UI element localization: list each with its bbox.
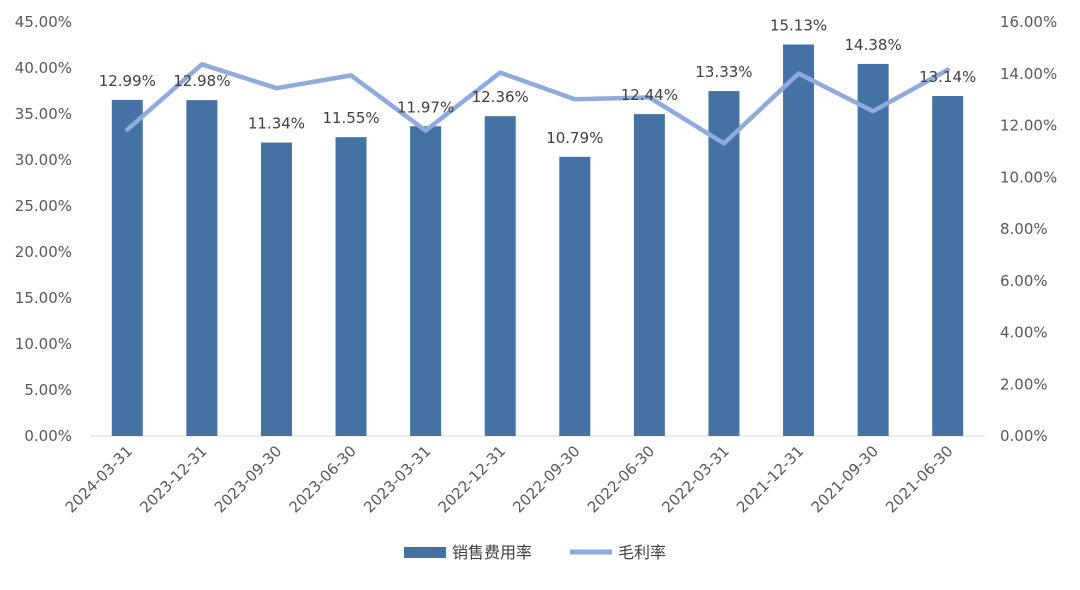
x-tick-label: 2023-09-30 (211, 442, 285, 516)
bar-data-label: 14.38% (845, 36, 902, 54)
legend-label-line: 毛利率 (618, 543, 666, 562)
left-y-tick-label: 5.00% (24, 381, 72, 399)
x-tick-label: 2023-03-31 (360, 442, 434, 516)
bar (559, 157, 590, 436)
left-y-tick-label: 10.00% (15, 335, 72, 353)
x-tick-label: 2022-03-31 (658, 442, 732, 516)
x-tick-label: 2023-06-30 (285, 442, 359, 516)
legend-swatch-bar (404, 547, 446, 558)
bar (261, 143, 292, 436)
right-y-tick-label: 16.00% (1000, 13, 1057, 31)
bar-data-label: 13.33% (695, 63, 752, 81)
x-tick-label: 2021-09-30 (808, 442, 882, 516)
data-labels: 12.99% 12.98% 11.34% 11.55% 11.97% 12.36% 10.7… (99, 17, 977, 147)
bar (485, 116, 516, 436)
bar-series (112, 45, 963, 436)
left-y-tick-label: 30.00% (15, 151, 72, 169)
bar-data-label: 12.44% (621, 86, 678, 104)
bar (186, 100, 217, 436)
bar-data-label: 11.34% (248, 115, 305, 133)
x-tick-label: 2021-12-31 (733, 442, 807, 516)
bar (858, 64, 889, 436)
bar (634, 114, 665, 436)
right-y-axis: 0.00% 2.00% 4.00% 6.00% 8.00% 10.00% 12.00% 14.… (1000, 13, 1057, 445)
right-y-tick-label: 12.00% (1000, 117, 1057, 135)
legend: 销售费用率 毛利率 (404, 543, 666, 562)
x-tick-label: 2022-06-30 (584, 442, 658, 516)
right-y-tick-label: 0.00% (1000, 427, 1048, 445)
left-y-tick-label: 15.00% (15, 289, 72, 307)
bar-data-label: 10.79% (546, 129, 603, 147)
left-y-tick-label: 45.00% (15, 13, 72, 31)
right-y-tick-label: 14.00% (1000, 65, 1057, 83)
right-y-tick-label: 10.00% (1000, 168, 1057, 186)
left-y-tick-label: 0.00% (24, 427, 72, 445)
left-y-axis: 0.00% 5.00% 10.00% 15.00% 20.00% 25.00% 30.00%… (15, 13, 72, 445)
x-tick-label: 2023-12-31 (136, 442, 210, 516)
left-y-tick-label: 40.00% (15, 59, 72, 77)
bar-data-label: 12.99% (99, 72, 156, 90)
bar (932, 96, 963, 436)
right-y-tick-label: 2.00% (1000, 375, 1048, 393)
bar-data-label: 11.97% (397, 98, 454, 116)
bar (410, 126, 441, 436)
right-y-tick-label: 8.00% (1000, 220, 1048, 238)
x-tick-label: 2021-06-30 (882, 442, 956, 516)
left-y-tick-label: 35.00% (15, 105, 72, 123)
left-y-tick-label: 25.00% (15, 197, 72, 215)
legend-label-bar: 销售费用率 (452, 543, 532, 562)
bar-data-label: 12.98% (173, 72, 230, 90)
bar (336, 137, 367, 436)
bar-data-label: 12.36% (472, 88, 529, 106)
right-y-tick-label: 4.00% (1000, 324, 1048, 342)
x-tick-label: 2024-03-31 (62, 442, 136, 516)
bar (783, 45, 814, 436)
bar-data-label: 11.55% (322, 109, 379, 127)
x-tick-label: 2022-12-31 (435, 442, 509, 516)
x-tick-label: 2022-09-30 (509, 442, 583, 516)
bar-data-label: 15.13% (770, 17, 827, 35)
bar (112, 100, 143, 436)
right-y-tick-label: 6.00% (1000, 272, 1048, 290)
bar-data-label: 13.14% (919, 68, 976, 86)
left-y-tick-label: 20.00% (15, 243, 72, 261)
